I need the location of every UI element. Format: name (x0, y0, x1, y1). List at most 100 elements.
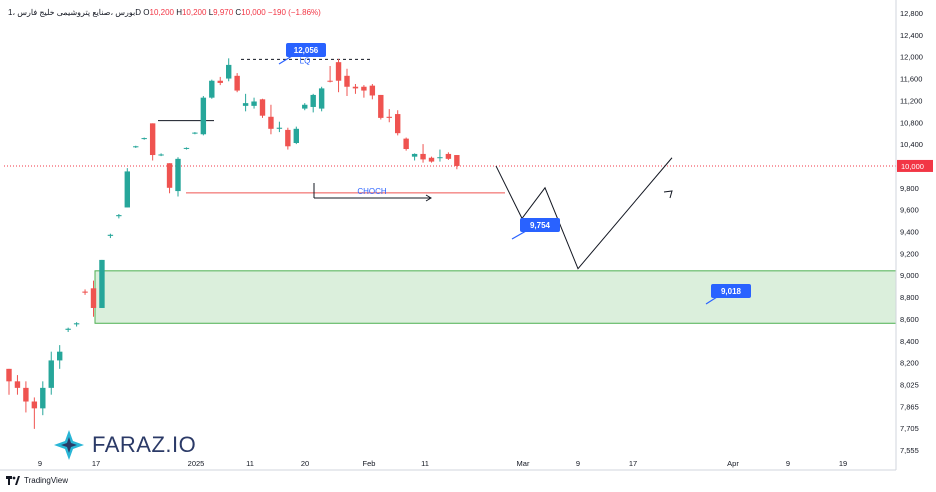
watermark-text: FARAZ.IO (92, 432, 197, 457)
callout-pointer (278, 55, 293, 65)
candle-body[interactable] (234, 75, 240, 91)
callout-label: 9,018 (721, 287, 742, 296)
y-tick-label: 10,800 (900, 118, 923, 127)
y-tick-label: 9,000 (900, 271, 919, 280)
candle-body[interactable] (107, 234, 114, 236)
low-value: 9,970 (213, 8, 234, 17)
candle-body[interactable] (395, 114, 401, 134)
x-tick-label: 9 (576, 459, 580, 468)
x-tick-label: 9 (38, 459, 42, 468)
candle-body[interactable] (437, 157, 443, 159)
candle-body[interactable] (14, 381, 21, 388)
demand-zone[interactable] (94, 270, 897, 324)
candle-body[interactable] (23, 387, 29, 402)
x-tick-label: 9 (786, 459, 790, 468)
y-tick-label: 10,400 (900, 140, 923, 149)
candle-body[interactable] (48, 360, 54, 388)
high-value: 10,200 (181, 8, 207, 17)
candle-body[interactable] (133, 146, 139, 148)
candle-body[interactable] (141, 138, 147, 140)
candle-body[interactable] (226, 64, 232, 79)
callout-box[interactable] (711, 284, 751, 298)
y-tick-label: 8,600 (900, 315, 919, 324)
projection-path[interactable] (495, 157, 673, 270)
tradingview-logo-icon (6, 476, 20, 485)
candle-body[interactable] (40, 387, 46, 409)
candle-body[interactable] (73, 323, 80, 325)
x-tick-label: 20 (301, 459, 309, 468)
candle-body[interactable] (90, 288, 97, 308)
candle-body[interactable] (99, 259, 105, 308)
candle-body[interactable] (200, 97, 207, 135)
candle-body[interactable] (251, 101, 257, 106)
x-tick-label: 11 (421, 459, 429, 468)
candle-body[interactable] (65, 328, 71, 330)
low-label: L (208, 8, 214, 17)
candle-body[interactable] (276, 127, 283, 129)
candle-body[interactable] (57, 351, 63, 361)
candle-body[interactable] (302, 104, 308, 109)
choch-label: CHOCH (357, 187, 387, 196)
candle-body[interactable] (183, 147, 190, 149)
y-tick-label: 8,400 (900, 337, 919, 346)
candle-body[interactable] (259, 99, 266, 116)
symbol-line[interactable]: بورس ،صنایع پتروشیمی خلیج فارس ،1D (8, 8, 142, 17)
open-label: O (143, 8, 150, 17)
y-tick-label: 12,400 (900, 31, 923, 40)
candle-body[interactable] (369, 85, 376, 96)
candle-body[interactable] (386, 116, 392, 118)
candle-body[interactable] (158, 154, 164, 156)
candle-body[interactable] (327, 80, 333, 82)
callout-box[interactable] (286, 43, 326, 57)
tradingview-footer[interactable]: TradingView (6, 476, 68, 485)
y-tick-label: 11,600 (900, 75, 922, 84)
candle-body[interactable] (411, 153, 418, 157)
candle-body[interactable] (124, 171, 130, 208)
y-tick-label: 11,200 (900, 96, 922, 105)
candle-body[interactable] (403, 138, 409, 150)
candle-body[interactable] (293, 128, 299, 144)
candle-body[interactable] (285, 129, 291, 147)
symbol-header: بورس ،صنایع پتروشیمی خلیج فارس ،1D O 10,2… (8, 8, 321, 17)
candle-body[interactable] (310, 94, 316, 107)
candle-body[interactable] (209, 80, 215, 98)
x-tick-label: 17 (92, 459, 100, 468)
candle-body[interactable] (352, 86, 359, 89)
callout-box[interactable] (520, 218, 560, 232)
candle-body[interactable] (268, 116, 274, 129)
candle-body[interactable] (344, 75, 350, 87)
candle-body[interactable] (149, 123, 156, 156)
candle-body[interactable] (378, 94, 384, 118)
tradingview-brand: TradingView (24, 476, 69, 485)
y-tick-label: 7,865 (900, 402, 919, 411)
candle-body[interactable] (361, 86, 367, 91)
candle-body[interactable] (318, 88, 325, 109)
callout-pointer (511, 230, 527, 240)
change-value: −190 (−1.86%) (267, 8, 321, 17)
y-tick-label: 9,800 (900, 184, 919, 193)
candle-body[interactable] (335, 62, 342, 81)
x-tick-label: 17 (629, 459, 637, 468)
candle-body[interactable] (192, 132, 198, 134)
candle-body[interactable] (6, 368, 12, 382)
candle-body[interactable] (31, 401, 38, 409)
y-tick-label: 8,025 (900, 380, 919, 389)
x-tick-label: 2025 (188, 459, 205, 468)
candle-body[interactable] (82, 291, 88, 293)
candle-body[interactable] (242, 103, 249, 106)
candle-body[interactable] (116, 215, 122, 217)
candle-body[interactable] (454, 155, 460, 166)
candle-body[interactable] (175, 158, 181, 192)
x-tick-label: Apr (727, 459, 739, 468)
callout-label: 12,056 (294, 46, 319, 55)
candle-body[interactable] (428, 157, 435, 162)
projection-arrowhead (663, 190, 673, 199)
y-tick-label: 8,200 (900, 359, 919, 368)
x-tick-label: 19 (839, 459, 847, 468)
candle-body[interactable] (166, 163, 173, 188)
candle-body[interactable] (420, 153, 426, 160)
candle-body[interactable] (445, 153, 452, 159)
candle-body[interactable] (217, 80, 223, 83)
candles (6, 58, 460, 429)
